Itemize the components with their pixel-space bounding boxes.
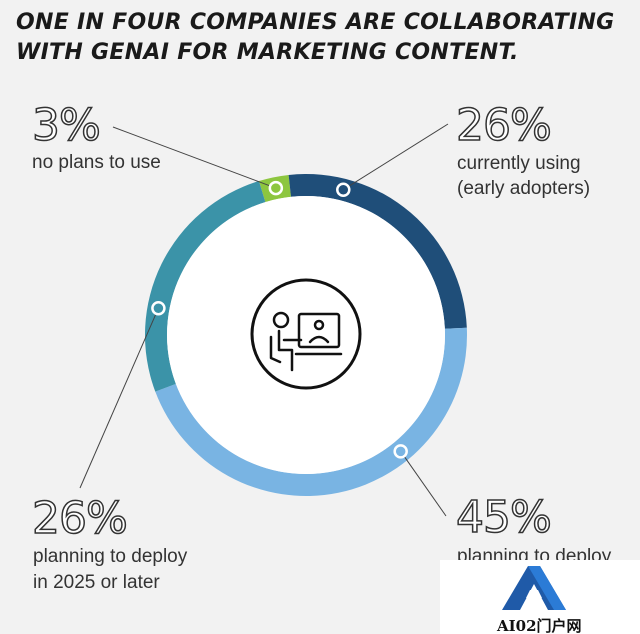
connector-dot-planning-later xyxy=(151,300,166,316)
slice-currently-using xyxy=(288,174,467,329)
annotation-label-currently-using-1: currently using xyxy=(457,153,581,174)
annotation-value-planning-later: 26% xyxy=(31,493,128,544)
annotation-label-planning-later-1: planning to deploy xyxy=(33,546,188,567)
leader-line-no-plans xyxy=(112,126,277,189)
chart-title: ONE IN FOUR COMPANIES ARE COLLABORATING … xyxy=(16,8,616,68)
chart-title-line-2: WITH GENAI FOR MARKETING CONTENT. xyxy=(16,40,519,65)
leader-line-planning-later xyxy=(79,308,159,489)
annotation-label-no-plans: no plans to use xyxy=(32,152,161,173)
connector-dot-planning-2025 xyxy=(393,444,408,459)
annotation-value-currently-using: 26% xyxy=(455,100,552,151)
slice-planning-2025 xyxy=(155,327,467,496)
connector-dot-currently-using xyxy=(336,182,351,197)
letter-a-logo-icon xyxy=(502,566,566,610)
annotation-value-planning-2025: 45% xyxy=(455,492,552,543)
chart-title-line-1: ONE IN FOUR COMPANIES ARE COLLABORATING xyxy=(16,10,615,35)
leader-line-planning-2025 xyxy=(400,451,447,517)
annotation-value-no-plans: 3% xyxy=(31,100,101,151)
leader-lines xyxy=(79,123,449,517)
donut-hole xyxy=(167,196,445,474)
watermark-logo: AI02门户网 xyxy=(440,560,640,634)
connector-dot-no-plans xyxy=(268,180,284,196)
person-at-computer-icon xyxy=(250,278,362,390)
slice-planning-later xyxy=(145,181,266,392)
annotation-label-planning-later-2: in 2025 or later xyxy=(33,572,160,593)
logo-text: AI02门户网 xyxy=(497,617,582,634)
annotation-label-currently-using-2: (early adopters) xyxy=(457,178,591,199)
donut-ring xyxy=(145,174,467,496)
leader-line-currently-using xyxy=(343,123,449,191)
